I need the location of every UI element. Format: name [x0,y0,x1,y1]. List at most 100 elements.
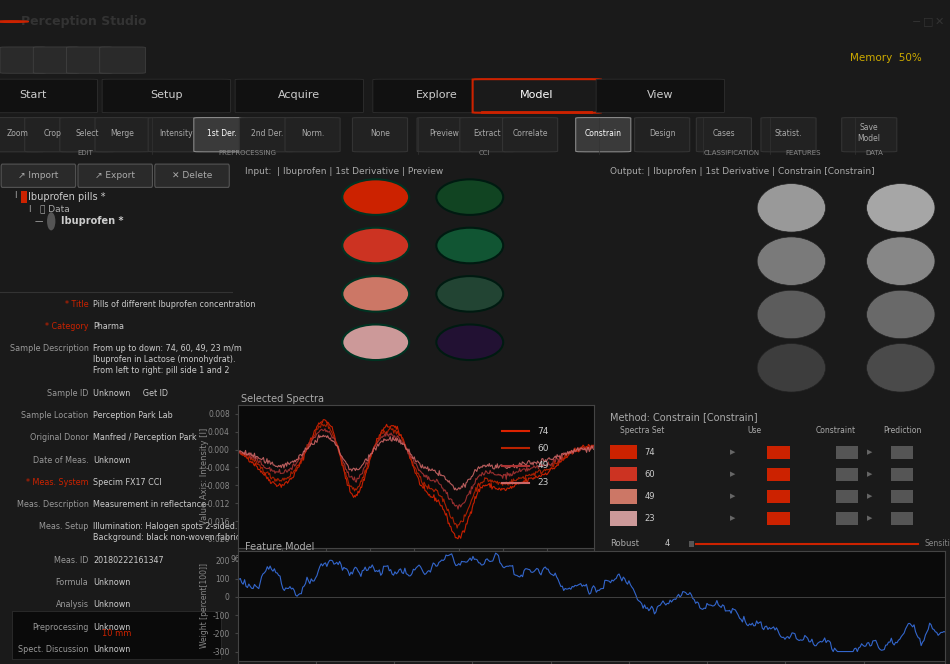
Text: ▶: ▶ [730,493,735,499]
Text: Design: Design [649,129,675,137]
FancyBboxPatch shape [635,118,690,152]
Text: 20180222161347: 20180222161347 [93,556,163,564]
Text: * Category: * Category [45,322,88,331]
X-axis label: Spectral Axis: Wavelength [nm]: Spectral Axis: Wavelength [nm] [349,570,483,579]
Circle shape [436,179,504,215]
Text: Constrain: Constrain [585,129,621,137]
FancyBboxPatch shape [25,118,80,152]
FancyBboxPatch shape [66,47,112,73]
Circle shape [757,237,826,286]
FancyBboxPatch shape [155,164,229,187]
Text: Ibuprofen *: Ibuprofen * [61,216,123,226]
Bar [836,468,858,481]
Text: Correlate: Correlate [512,129,548,137]
Bar [890,446,913,459]
Text: I: I [28,205,30,214]
FancyBboxPatch shape [372,79,502,113]
Text: Meas. Setup: Meas. Setup [39,523,88,531]
Text: Perception Studio: Perception Studio [21,15,146,28]
Text: None: None [370,129,389,137]
Text: Ibuprofen pills *: Ibuprofen pills * [28,192,105,202]
FancyBboxPatch shape [503,118,558,152]
FancyBboxPatch shape [472,79,600,113]
Text: I: I [14,191,16,201]
Text: Ibuprofen in Lactose (monohydrat).: Ibuprofen in Lactose (monohydrat). [93,355,236,365]
Text: 60: 60 [644,469,655,479]
Text: Method: Constrain [Constrain]: Method: Constrain [Constrain] [610,412,758,422]
Circle shape [866,183,935,232]
Text: ↗ Import: ↗ Import [18,171,59,180]
Y-axis label: Weight [percent[100]]: Weight [percent[100]] [200,563,209,649]
Text: 4: 4 [665,539,670,548]
Text: * Meas. System: * Meas. System [26,478,88,487]
Text: ▶: ▶ [866,515,872,521]
Circle shape [866,237,935,286]
Circle shape [436,276,504,311]
Bar [610,467,637,481]
Bar [610,511,637,526]
Text: PREPROCESSING: PREPROCESSING [218,150,276,156]
Text: CLASSIFICATION: CLASSIFICATION [703,150,760,156]
FancyBboxPatch shape [417,118,472,152]
FancyBboxPatch shape [597,79,724,113]
FancyBboxPatch shape [1,164,76,187]
Text: Original Donor: Original Donor [29,434,88,442]
Circle shape [0,21,28,23]
Text: 1st Der.: 1st Der. [206,129,237,137]
Text: Manfred / Perception Park: Manfred / Perception Park [93,434,197,442]
Text: From up to down: 74, 60, 49, 23 m/m: From up to down: 74, 60, 49, 23 m/m [93,344,242,353]
Y-axis label: Value Axis: Intensity [I]: Value Axis: Intensity [I] [200,428,209,525]
Text: Formula: Formula [56,578,88,587]
Text: Cases: Cases [712,129,735,137]
Text: Select: Select [76,129,99,137]
Text: Unknown: Unknown [93,578,130,587]
Bar [21,191,27,203]
FancyBboxPatch shape [761,118,816,152]
Bar [890,512,913,525]
Text: Selected Spectra: Selected Spectra [241,394,324,404]
Bar [11,611,221,659]
Text: Acquire: Acquire [278,90,320,100]
Text: 2nd Der.: 2nd Der. [251,129,283,137]
Text: —: — [35,216,44,226]
Text: 📁 Data: 📁 Data [40,205,69,214]
Text: Meas. ID: Meas. ID [54,556,88,564]
Text: Date of Meas.: Date of Meas. [33,456,88,465]
Text: Unknown: Unknown [93,623,130,631]
Text: Intensity: Intensity [159,129,193,137]
Text: Spectra Set: Spectra Set [620,426,665,435]
Text: FEATURES: FEATURES [785,150,821,156]
Text: Unknown: Unknown [93,456,130,465]
FancyBboxPatch shape [842,118,897,152]
Text: Extract: Extract [473,129,502,137]
Text: Pharma: Pharma [93,322,124,331]
Bar [610,489,637,503]
Text: ▶: ▶ [866,493,872,499]
Text: Zoom: Zoom [6,129,28,137]
Text: Unknown     Get ID: Unknown Get ID [93,388,168,398]
Text: Input:  | Ibuprofen | 1st Derivative | Preview: Input: | Ibuprofen | 1st Derivative | Pr… [245,167,443,176]
FancyBboxPatch shape [576,118,631,152]
Text: Crop: Crop [44,129,61,137]
Text: ▶: ▶ [730,515,735,521]
Text: Constraint: Constraint [815,426,855,435]
Text: ▶: ▶ [730,471,735,477]
Text: Model: Model [520,90,554,100]
Text: Sample ID: Sample ID [48,388,88,398]
Circle shape [866,290,935,339]
Text: Unknown: Unknown [93,645,130,654]
Bar [768,512,789,525]
Text: ▶: ▶ [866,449,872,455]
FancyBboxPatch shape [696,118,751,152]
Text: ✕: ✕ [935,17,944,27]
Bar [768,468,789,481]
FancyBboxPatch shape [239,118,294,152]
Circle shape [342,228,409,264]
Text: Merge: Merge [110,129,135,137]
Text: CCI: CCI [479,150,490,156]
Text: Sensitive: Sensitive [924,539,950,548]
Circle shape [866,343,935,392]
Bar [768,490,789,503]
Circle shape [342,325,409,360]
Text: ▶: ▶ [866,471,872,477]
